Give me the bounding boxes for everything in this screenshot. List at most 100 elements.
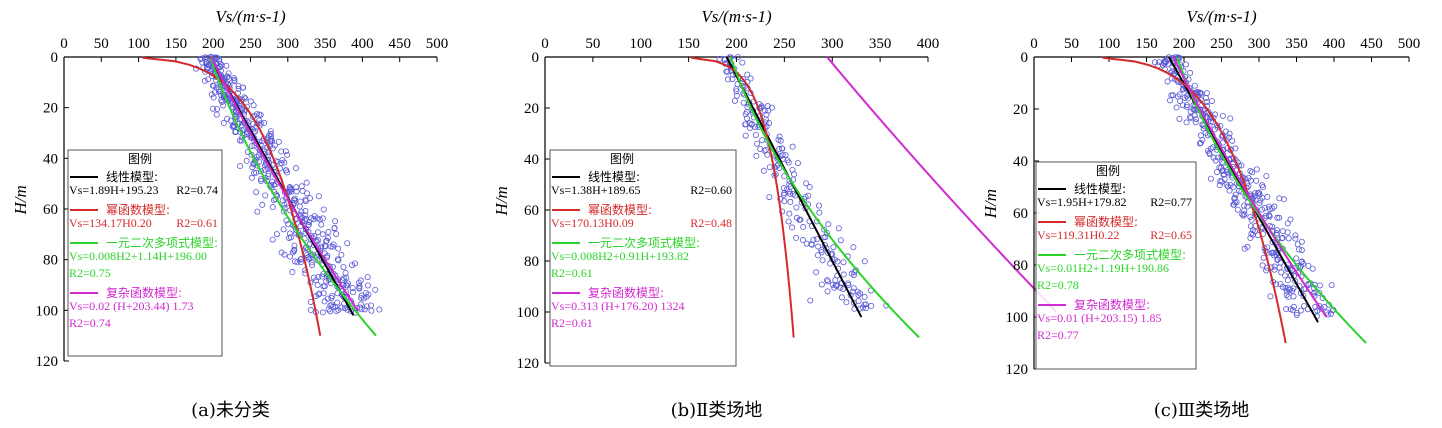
x-tick-label: 0 [60, 36, 68, 52]
scatter-point [1316, 282, 1323, 289]
scatter-point [282, 148, 289, 155]
scatter-point [214, 105, 221, 112]
scatter-point [265, 170, 272, 177]
scatter-point [224, 115, 231, 122]
scatter-point [813, 269, 820, 276]
scatter-point [1328, 282, 1335, 289]
scatter-point [779, 145, 786, 152]
scatter-point [249, 113, 256, 120]
scatter-point [1285, 284, 1292, 291]
scatter-point [818, 281, 825, 288]
scatter-point [1213, 169, 1220, 176]
scatter-point [1276, 214, 1283, 221]
scatter-point [766, 194, 773, 201]
scatter-point [331, 225, 338, 232]
scatter-point [1289, 287, 1296, 294]
scatter-point [776, 133, 783, 140]
scatter-point [837, 237, 844, 244]
scatter-point [333, 230, 340, 237]
complex-model-curve [826, 56, 1058, 313]
poly-model-curve [1176, 56, 1367, 344]
scatter-point [1207, 175, 1214, 182]
scatter-point [818, 249, 825, 256]
scatter-point [287, 253, 294, 260]
scatter-point [733, 92, 740, 99]
scatter-point [334, 299, 341, 306]
scatter-point [1241, 245, 1248, 252]
scatter-point [765, 107, 772, 114]
scatter-point [739, 59, 746, 66]
scatter-point [744, 115, 751, 122]
scatter-point [220, 119, 227, 126]
scatter-point [762, 146, 769, 153]
scatter-point [1187, 69, 1194, 76]
scatter-point [321, 298, 328, 305]
scatter-point [1248, 216, 1255, 223]
scatter-point [1215, 154, 1222, 161]
scatter-point [286, 186, 293, 193]
scatter-point [1227, 115, 1234, 122]
scatter-point [318, 221, 325, 228]
scatter-point [791, 171, 798, 178]
scatter-point [819, 257, 826, 264]
scatter-point [1229, 137, 1236, 144]
scatter-point [217, 60, 224, 67]
scatter-point [824, 288, 831, 295]
scatter-point [816, 209, 823, 216]
scatter-point [248, 174, 255, 181]
scatter-point [201, 77, 208, 84]
scatter-point [1263, 267, 1270, 274]
x-tick-label: 0 [541, 36, 549, 52]
scatter-point [861, 293, 868, 300]
scatter-point [281, 251, 288, 258]
scatter-point [332, 218, 339, 225]
scatter-point [1216, 164, 1223, 171]
scatter-point [802, 193, 809, 200]
scatter-point [1301, 303, 1308, 310]
scatter-point [321, 242, 328, 249]
scatter-point [766, 164, 773, 171]
scatter-point [1208, 97, 1215, 104]
complex-legend-label: 复杂函数模型: [106, 285, 182, 300]
x-tick-label: 450 [388, 36, 411, 52]
scatter-point [236, 137, 243, 144]
x-tick-label: 50 [585, 36, 600, 52]
scatter-point [779, 152, 786, 159]
scatter-point [1216, 182, 1223, 189]
scatter-point [208, 91, 215, 98]
scatter-point [323, 237, 330, 244]
scatter-point [1244, 203, 1251, 210]
scatter-point [835, 225, 842, 232]
x-tick-label: 500 [426, 36, 449, 52]
complex-equation: Vs=0.02 (H+203.44) 1.73 [69, 299, 194, 313]
scatter-point [328, 294, 335, 301]
scatter-point [1207, 118, 1214, 125]
scatter-point [806, 184, 813, 191]
scatter-point [334, 256, 341, 263]
scatter-point [1183, 119, 1190, 126]
scatter-point [1284, 229, 1291, 236]
y-tick-label: 20 [1013, 102, 1028, 118]
scatter-point [316, 290, 323, 297]
scatter-point [305, 254, 312, 261]
scatter-point [261, 119, 268, 126]
scatter-point [781, 173, 788, 180]
linear-equation: Vs=1.38H+189.65 [551, 183, 641, 197]
scatter-point [298, 183, 305, 190]
scatter-point [304, 190, 311, 197]
complex-r-squared: R2=0.74 [69, 316, 111, 330]
scatter-point [821, 226, 828, 233]
scatter-point [285, 220, 292, 227]
scatter-point [291, 247, 298, 254]
scatter-point [1219, 139, 1226, 146]
scatter-point [288, 188, 295, 195]
scatter-point [1290, 293, 1297, 300]
poly-equation: Vs=0.01H2+1.19H+190.86 [1037, 261, 1169, 275]
y-axis-title: H/m [11, 185, 30, 215]
scatter-point [1269, 205, 1276, 212]
scatter-point [794, 160, 801, 167]
scatter-point [1173, 104, 1180, 111]
y-tick-label: 0 [532, 50, 540, 66]
power-legend-label: 幂函数模型: [588, 202, 652, 217]
